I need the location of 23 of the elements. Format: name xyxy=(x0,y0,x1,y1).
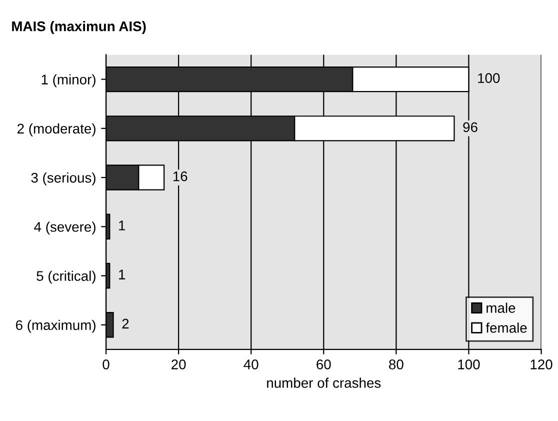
y-tick-label: 3 (serious) xyxy=(31,172,96,186)
chart-title: MAIS (maximun AIS) xyxy=(12,21,146,34)
y-tick-label: 6 (maximum) xyxy=(16,320,96,333)
y-tick-label: 5 (critical) xyxy=(36,270,96,284)
total-label: 16 xyxy=(173,171,188,182)
x-tick-label: 0 xyxy=(102,360,110,370)
x-tick-label: 100 xyxy=(458,360,480,370)
legend-label: female xyxy=(486,322,527,333)
legend-label: male xyxy=(486,302,516,313)
x-axis-title: number of crashes xyxy=(267,378,381,388)
total-label: 2 xyxy=(122,318,129,328)
y-tick-label: 4 (severe) xyxy=(34,222,96,235)
total-label: 1 xyxy=(119,270,126,280)
total-label: 96 xyxy=(463,122,478,132)
x-tick-label: 80 xyxy=(389,360,404,370)
x-tick-label: 40 xyxy=(244,360,258,370)
y-tick-label: 1 (minor) xyxy=(42,74,96,88)
x-tick-label: 120 xyxy=(530,360,552,370)
y-tick-label: 2 (moderate) xyxy=(17,123,96,136)
x-tick-label: 60 xyxy=(316,360,331,370)
total-label: 100 xyxy=(478,73,500,84)
x-tick-label: 20 xyxy=(172,360,186,370)
total-label: 1 xyxy=(119,220,126,230)
